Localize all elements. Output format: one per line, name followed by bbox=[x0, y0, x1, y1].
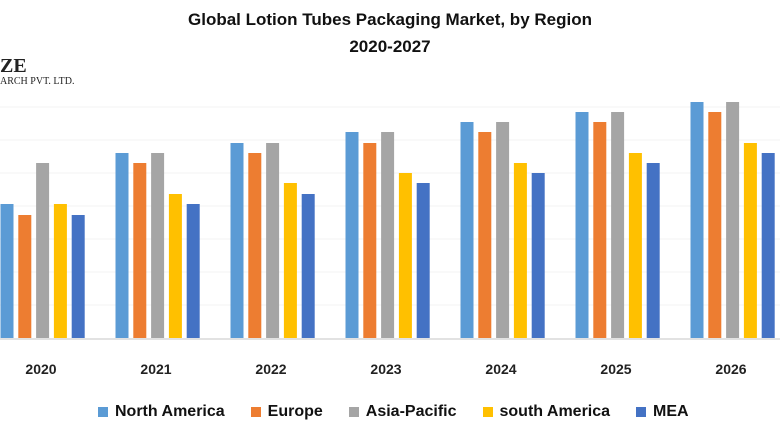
bar-north-america-2021 bbox=[115, 153, 129, 338]
bar-mea-2021 bbox=[186, 204, 200, 338]
chart-title: Global Lotion Tubes Packaging Market, by… bbox=[130, 6, 650, 60]
legend-label: North America bbox=[115, 403, 225, 420]
legend-item: Europe bbox=[250, 403, 323, 421]
bar-south-america-2020 bbox=[53, 204, 67, 338]
bar-europe-2023 bbox=[363, 143, 377, 338]
bar-asia-pacific-2026 bbox=[726, 102, 740, 338]
legend-swatch bbox=[98, 407, 108, 417]
legend-item: Asia-Pacific bbox=[348, 403, 457, 421]
bar-asia-pacific-2023 bbox=[381, 132, 395, 338]
bar-north-america-2026 bbox=[690, 102, 704, 338]
legend-swatch bbox=[250, 407, 261, 417]
x-tick-label: 2023 bbox=[370, 361, 401, 377]
legend-swatch bbox=[636, 407, 647, 417]
legend-item: MEA bbox=[636, 403, 689, 421]
x-tick-label: 2026 bbox=[715, 361, 746, 377]
legend-swatch bbox=[348, 407, 359, 417]
legend-label: MEA bbox=[653, 403, 689, 420]
bar-asia-pacific-2024 bbox=[496, 122, 510, 338]
bar-north-america-2025 bbox=[575, 112, 589, 338]
bar-asia-pacific-2020 bbox=[36, 163, 50, 338]
subtitle-text: 2020-2027 bbox=[349, 37, 431, 56]
legend-label: Asia-Pacific bbox=[365, 403, 457, 420]
bar-europe-2020 bbox=[18, 215, 32, 338]
title-text: Global Lotion Tubes Packaging Market, by… bbox=[188, 10, 592, 29]
bar-mea-2020 bbox=[71, 215, 85, 338]
bar-north-america-2024 bbox=[460, 122, 474, 338]
x-tick-label: 2024 bbox=[485, 361, 516, 377]
bar-south-america-2022 bbox=[283, 183, 297, 338]
bar-south-america-2023 bbox=[398, 173, 412, 338]
bar-asia-pacific-2025 bbox=[611, 112, 625, 338]
bar-chart: 2020 2021 2022 2023 2024 2025 2026 bbox=[0, 102, 780, 377]
legend: North America Europe Asia-Pacific south Ame… bbox=[98, 403, 689, 421]
logo-line1: ZE bbox=[0, 55, 27, 77]
bar-south-america-2024 bbox=[513, 163, 527, 338]
legend-item: North America bbox=[98, 403, 225, 421]
bar-mea-2023 bbox=[416, 183, 430, 338]
bar-europe-2021 bbox=[133, 163, 147, 338]
bar-mea-2024 bbox=[531, 173, 545, 338]
x-tick-label: 2025 bbox=[600, 361, 631, 377]
logo: ZE ARCH PVT. LTD. bbox=[0, 56, 74, 87]
x-tick-label: 2021 bbox=[140, 361, 171, 377]
bar-mea-2022 bbox=[301, 194, 315, 338]
bar-south-america-2025 bbox=[628, 153, 642, 338]
legend-label: Europe bbox=[267, 403, 323, 420]
x-tick-label: 2022 bbox=[255, 361, 286, 377]
bar-north-america-2022 bbox=[230, 143, 244, 338]
legend-label: south America bbox=[499, 403, 611, 420]
bar-south-america-2021 bbox=[168, 194, 182, 338]
bar-south-america-2026 bbox=[743, 143, 757, 338]
bar-mea-2026 bbox=[761, 153, 775, 338]
bar-mea-2025 bbox=[646, 163, 660, 338]
bar-europe-2024 bbox=[478, 132, 492, 338]
bar-north-america-2020 bbox=[0, 204, 14, 338]
bar-asia-pacific-2021 bbox=[151, 153, 165, 338]
bar-europe-2026 bbox=[708, 112, 722, 338]
logo-line2: ARCH PVT. LTD. bbox=[0, 76, 75, 87]
x-tick-label: 2020 bbox=[25, 361, 56, 377]
bar-europe-2025 bbox=[593, 122, 607, 338]
bar-north-america-2023 bbox=[345, 132, 359, 338]
legend-swatch bbox=[482, 407, 493, 417]
bar-europe-2022 bbox=[248, 153, 262, 338]
legend-item: south America bbox=[482, 403, 611, 421]
bar-asia-pacific-2022 bbox=[266, 143, 280, 338]
